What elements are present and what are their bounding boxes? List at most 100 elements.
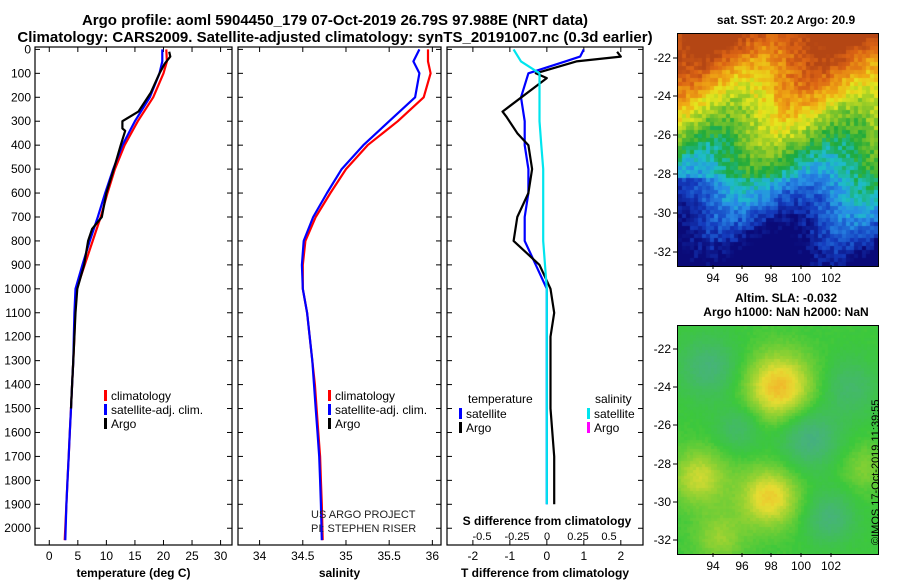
y-tick-label: 1300	[4, 354, 31, 368]
map-y-tick-label: -22	[654, 51, 672, 65]
y-tick-label: 1400	[4, 378, 31, 392]
map-y-tick-label: -30	[654, 495, 672, 509]
sst-map-title: sat. SST: 20.2 Argo: 20.9	[716, 13, 856, 27]
series-line-difference-t-argo	[501, 51, 622, 505]
y-tick-label: 1700	[4, 449, 31, 463]
map-x-tick-label: 94	[706, 559, 720, 573]
map-x-tick-label: 94	[706, 271, 720, 285]
x-tick-label-temperature: 5	[74, 549, 81, 563]
legend-swatch-temperature	[104, 390, 107, 401]
y-tick-label: 200	[11, 90, 31, 104]
map-y-tick-label: -28	[654, 167, 672, 181]
y-tick-label: 700	[11, 210, 31, 224]
legend-label-salinity: Argo	[335, 417, 361, 431]
series-line-salinity-satellite-adj-clim-	[300, 48, 421, 541]
x-tick-label-difference: 2	[617, 549, 624, 563]
x-tick-label-salinity: 36	[426, 549, 440, 563]
chart-title-line2: Climatology: CARS2009. Satellite-adjuste…	[17, 29, 653, 46]
map-x-tick-label: 98	[764, 559, 778, 573]
sla-map-axes: -22 -24 -26 -28 -30 -32 94 96 98 100 102	[654, 342, 842, 573]
y-tick-label: 900	[11, 258, 31, 272]
x-tick-label-salinity: 35	[339, 549, 353, 563]
secondary-x-tick-label: -0.25	[504, 531, 529, 543]
x-tick-label-temperature: 20	[157, 549, 171, 563]
x-tick-label-temperature: 30	[214, 549, 228, 563]
panel-frame-difference	[446, 46, 644, 546]
x-tick-label-difference: -2	[468, 549, 479, 563]
sst-map-canvas	[678, 34, 878, 266]
legend-swatch-salinity	[328, 418, 331, 429]
secondary-x-tick-label: -0.5	[473, 531, 492, 543]
x-tick-label-salinity: 35.5	[377, 549, 401, 563]
sla-map	[677, 325, 879, 555]
map-y-tick-label: -28	[654, 457, 672, 471]
sla-map-title-line2: Argo h1000: NaN h2000: NaN	[703, 305, 869, 319]
map-y-tick-label: -24	[654, 380, 672, 394]
map-x-tick-label: 96	[735, 559, 749, 573]
map-y-tick-label: -30	[654, 206, 672, 220]
sla-map-canvas	[678, 326, 878, 554]
map-y-tick-label: -26	[654, 128, 672, 142]
x-axis-label-temperature: temperature (deg C)	[76, 566, 190, 580]
secondary-x-tick-label: 0.5	[601, 531, 616, 543]
map-x-tick-label: 102	[821, 559, 841, 573]
y-tick-label: 0	[24, 42, 31, 56]
map-y-tick-label: -32	[654, 533, 672, 547]
legend-swatch-difference-temp	[459, 422, 462, 433]
map-x-tick-label: 100	[791, 271, 811, 285]
legend-title-temperature: temperature	[468, 392, 533, 406]
x-tick-label-salinity: 34	[253, 549, 267, 563]
legend-label-difference-sal: satellite	[594, 407, 635, 421]
y-tick-label: 1600	[4, 425, 31, 439]
x-tick-label-difference: 1	[580, 549, 587, 563]
x-tick-label-temperature: 25	[185, 549, 199, 563]
credit-text: PI: STEPHEN RISER	[311, 523, 416, 535]
x-axis-label-difference: T difference from climatology	[461, 566, 629, 580]
imos-timestamp: ©IMOS 17-Oct-2019 11:39:55	[870, 399, 882, 545]
map-x-tick-label: 98	[764, 271, 778, 285]
y-tick-label: 1000	[4, 282, 31, 296]
x-tick-label-difference: 0	[544, 549, 551, 563]
legend-swatch-difference-temp	[459, 408, 462, 419]
x-tick-label-temperature: 10	[100, 549, 114, 563]
legend-swatch-difference-sal	[587, 408, 590, 419]
legend-swatch-temperature	[104, 418, 107, 429]
sst-map-axes: -22 -24 -26 -28 -30 -32 94 96 98 100 102	[654, 51, 842, 285]
y-tick-label: 100	[11, 66, 31, 80]
x-axis-label-salinity: salinity	[319, 566, 361, 580]
map-x-tick-label: 102	[821, 271, 841, 285]
chart-title-line1: Argo profile: aoml 5904450_179 07-Oct-20…	[81, 12, 589, 29]
map-y-tick-label: -22	[654, 342, 672, 356]
y-tick-label: 2000	[4, 521, 31, 535]
legend-label-temperature: satellite-adj. clim.	[111, 403, 203, 417]
legend-swatch-difference-sal	[587, 422, 590, 433]
x-tick-label-difference: -1	[505, 549, 516, 563]
map-x-tick-label: 100	[791, 559, 811, 573]
map-y-tick-label: -24	[654, 89, 672, 103]
legend-label-salinity: satellite-adj. clim.	[335, 403, 427, 417]
map-y-tick-label: -26	[654, 418, 672, 432]
legend-title-salinity: salinity	[595, 392, 632, 406]
sst-map	[677, 33, 879, 267]
legend-swatch-salinity	[328, 390, 331, 401]
legend-label-difference-sal: Argo	[594, 421, 620, 435]
map-x-tick-label: 96	[735, 271, 749, 285]
legend-label-salinity: climatology	[335, 389, 395, 403]
legend-label-difference-temp: satellite	[466, 407, 507, 421]
y-tick-label: 300	[11, 114, 31, 128]
y-tick-label: 800	[11, 234, 31, 248]
series-line-difference-s-satellite	[512, 48, 548, 505]
y-tick-label: 1800	[4, 473, 31, 487]
legend-label-temperature: Argo	[111, 417, 137, 431]
legend-swatch-salinity	[328, 404, 331, 415]
y-tick-label: 1100	[5, 306, 31, 320]
y-tick-label: 600	[11, 186, 31, 200]
legend-swatch-temperature	[104, 404, 107, 415]
legend-label-temperature: climatology	[111, 389, 171, 403]
secondary-x-tick-label: 0.25	[567, 531, 588, 543]
y-tick-label: 1500	[4, 402, 31, 416]
y-tick-label: 400	[11, 138, 31, 152]
sla-map-title-line1: Altim. SLA: -0.032	[734, 291, 838, 305]
series-line-temperature-argo	[69, 51, 172, 409]
